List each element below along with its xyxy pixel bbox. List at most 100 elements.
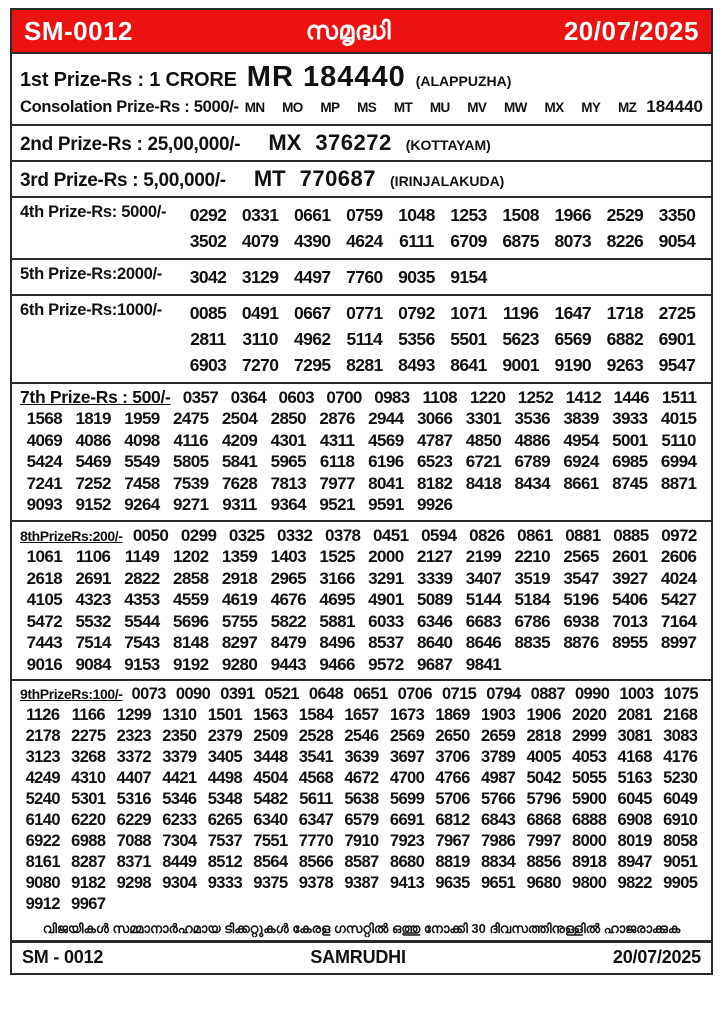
- prize-number: 9152: [75, 495, 111, 514]
- prize-number: 9304: [162, 874, 197, 892]
- prize-number: 5755: [221, 611, 258, 631]
- prize-number: 2020: [572, 706, 607, 724]
- eighth-prize-numbers: 1061 1106 1149 1202 1359 1403 1525 2000 2127 2199…: [20, 546, 703, 675]
- prize-number: 3405: [207, 748, 243, 766]
- first-prize-location: (ALAPPUZHA): [415, 73, 512, 89]
- prize-number: MX: [544, 100, 564, 115]
- prize-number: 3166: [319, 568, 355, 588]
- prize-number: 9387: [344, 874, 379, 892]
- prize-number: 6523: [416, 452, 453, 471]
- prize-number: 7241: [26, 473, 63, 493]
- prize-number: 0648: [308, 685, 344, 703]
- header-draw-date: 20/07/2025: [563, 15, 699, 46]
- prize-number: 9651: [480, 874, 516, 892]
- header-bar: SM-0012 സമൃദ്ധി 20/07/2025: [12, 10, 711, 54]
- prize-number: 1869: [435, 706, 470, 724]
- prize-number: 6140: [25, 811, 61, 829]
- prize-number: 9080: [25, 874, 61, 892]
- prize-number: 1149: [124, 547, 160, 566]
- prize-number: 5348: [207, 790, 243, 808]
- prize-number: 5114: [346, 328, 383, 349]
- prize-number: 3706: [435, 748, 470, 766]
- prize-number: 5544: [124, 611, 160, 631]
- footer-strip: SM - 0012 SAMRUDHI 20/07/2025: [12, 940, 711, 973]
- prize-number: 5406: [612, 590, 648, 609]
- prize-number: 8281: [346, 354, 383, 375]
- prize-number: MO: [282, 100, 303, 115]
- prize-number: 4787: [416, 430, 453, 450]
- prize-number-row: 0085 0491 0667 0771 0792 1071 1196 1647 1718 2725: [182, 300, 703, 326]
- prize-number: 3789: [480, 748, 516, 766]
- prize-number: 1253: [450, 204, 487, 225]
- prize-number: 6196: [368, 452, 404, 471]
- prize-number: 3697: [389, 748, 425, 766]
- prize-number: 1508: [502, 204, 539, 225]
- prize-number: 7164: [660, 611, 697, 631]
- prize-number: 6347: [298, 811, 334, 829]
- prize-number: 9271: [173, 495, 209, 514]
- prize-number: 5766: [480, 790, 516, 808]
- prize-number: 7443: [26, 633, 63, 652]
- prize-number: 2650: [435, 727, 470, 745]
- prize-number-row: 3042 3129 4497 7760 9035 9154: [182, 264, 703, 290]
- prize-number: 2529: [606, 204, 644, 225]
- prize-number: 7551: [253, 832, 288, 850]
- prize-number: 2199: [465, 547, 502, 566]
- prize-number: 8161: [25, 853, 61, 871]
- prize-number: 1412: [565, 387, 602, 407]
- prize-number: 5611: [299, 790, 333, 808]
- prize-number: 5796: [526, 790, 561, 808]
- prize-number: 6265: [207, 811, 243, 829]
- prize-number: 7088: [116, 832, 152, 850]
- prize-number: 5822: [270, 611, 307, 631]
- prize-number: 7923: [389, 832, 425, 850]
- prize-number: 7967: [435, 832, 470, 850]
- prize-number: 7304: [162, 832, 197, 850]
- prize-number: 4676: [270, 590, 307, 609]
- prize-number: 2850: [270, 409, 307, 428]
- prize-number: 8640: [416, 633, 453, 652]
- prize-number: 9800: [572, 874, 607, 892]
- prize-number: 8947: [617, 853, 653, 871]
- prize-number: 9054: [658, 230, 696, 251]
- prize-number: 3927: [612, 568, 648, 588]
- prize-number: 3502: [189, 230, 227, 251]
- prize-number: 8876: [563, 633, 599, 652]
- prize-number: 6691: [389, 811, 425, 829]
- prize-number: 5240: [25, 790, 61, 808]
- prize-number: MT: [393, 100, 413, 115]
- prize-number: 0771: [346, 302, 383, 323]
- prize-number-row: 9016 9084 9153 9192 9280 9443 9466 9572 9687 9841: [20, 654, 703, 676]
- prize-number: 8834: [480, 853, 516, 871]
- prize-number: 6868: [526, 811, 561, 829]
- prize-number: 3083: [663, 727, 698, 745]
- first-prize-label: 1st Prize-Rs : 1 CRORE: [20, 69, 237, 91]
- prize-number: MS: [357, 100, 377, 115]
- prize-number: 5965: [270, 452, 307, 471]
- prize-number: 2818: [526, 727, 561, 745]
- prize-number: 4053: [572, 748, 607, 766]
- prize-number: 7252: [75, 473, 111, 493]
- prize-number: 4079: [241, 230, 279, 251]
- prize-number: 9035: [398, 266, 435, 287]
- prize-number: 2509: [253, 727, 288, 745]
- prize-number: 5346: [162, 790, 197, 808]
- prize-number: 3519: [514, 568, 551, 588]
- prize-number: 2918: [221, 568, 258, 588]
- prize-number: 3547: [563, 568, 599, 588]
- prize-number: 8564: [253, 853, 288, 871]
- prize-number-row: 7241 7252 7458 7539 7628 7813 7977 8041 8182 8418…: [20, 473, 703, 495]
- consolation-prize-row: Consolation Prize-Rs : 5000/- MN MO MP MS MT…: [12, 95, 711, 126]
- prize-number: 5472: [26, 611, 63, 631]
- prize-number: 5549: [124, 452, 160, 471]
- prize-number: 8955: [612, 633, 648, 652]
- prize-number-row: 3502 4079 4390 4624 6111 6709 6875 8073 8226 9054: [182, 228, 703, 254]
- prize-number: 4407: [116, 769, 152, 787]
- prize-number: 6882: [606, 328, 644, 349]
- eighth-prize-first-line: 8thPrizeRs:200/- 0050 0299 0325 0332 0378 045…: [20, 525, 703, 547]
- prize-number: 8479: [270, 633, 307, 652]
- prize-number: 9375: [253, 874, 288, 892]
- prize-number: 5110: [661, 430, 696, 450]
- prize-number: 2858: [173, 568, 209, 588]
- prize-number: 7977: [319, 473, 355, 493]
